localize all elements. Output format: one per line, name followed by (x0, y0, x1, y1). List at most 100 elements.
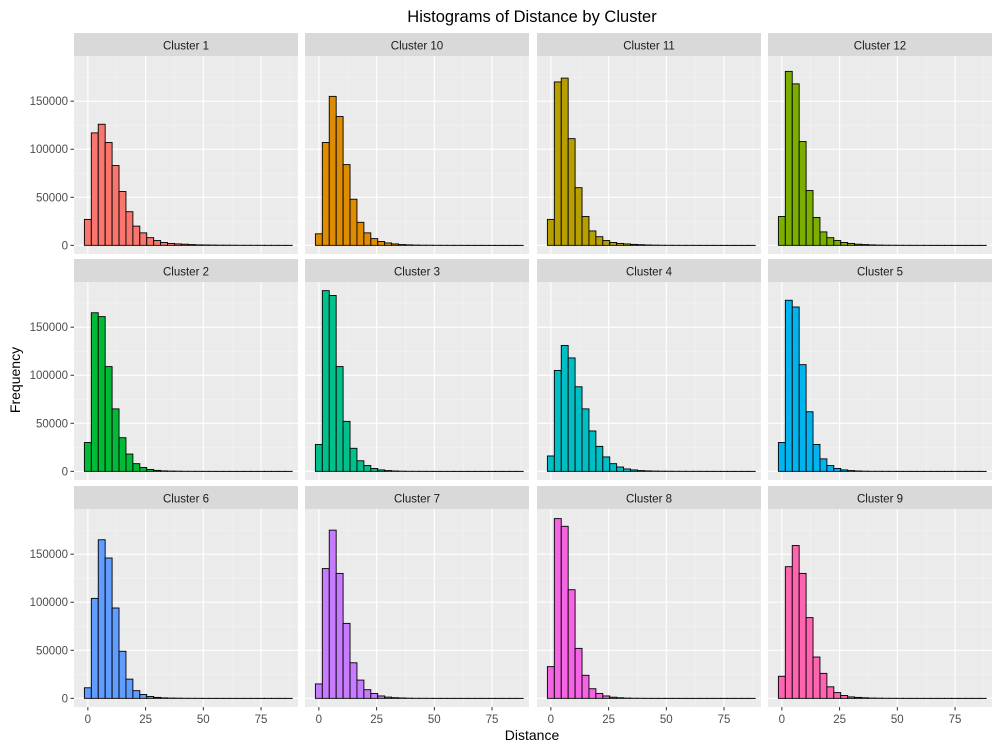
histogram-bar (111, 607, 120, 699)
x-tick-label: 25 (370, 714, 383, 726)
histogram-bar (384, 242, 393, 246)
histogram-bar (581, 674, 590, 699)
histogram-bar (146, 237, 155, 246)
histogram-bar (819, 672, 828, 699)
histogram-bar (567, 589, 576, 699)
facet-strip-label: Cluster 6 (163, 494, 209, 506)
facet-strip-label: Cluster 7 (394, 494, 440, 506)
histogram-bar (132, 690, 141, 699)
histogram-bar (623, 468, 631, 472)
facet-panel: Cluster 1 0 50000 100000 150000 (30, 33, 298, 254)
histogram-bar (553, 81, 562, 246)
histogram-bar (356, 460, 365, 472)
histogram-bar (560, 525, 569, 699)
histogram-bar (798, 572, 807, 699)
histogram-bar (349, 447, 358, 472)
histogram-bar (153, 696, 162, 699)
histogram-bar (90, 312, 99, 472)
facet-strip-label: Cluster 9 (857, 494, 903, 506)
histogram-bar (370, 693, 379, 699)
histogram-bar (104, 557, 113, 699)
histogram-bar (595, 236, 604, 246)
histogram-bar (342, 622, 351, 699)
histogram-bar (391, 243, 399, 246)
x-tick-label: 75 (486, 714, 499, 726)
facet-strip-label: Cluster 12 (854, 41, 906, 53)
histogram-bar (377, 241, 386, 246)
x-tick-label: 0 (548, 714, 554, 726)
facet-panel: Cluster 7 0 25 50 75 (305, 486, 529, 726)
histogram-bar (840, 469, 849, 472)
histogram-bar (805, 190, 814, 246)
histogram-bar (139, 467, 148, 472)
histogram-bar (616, 242, 625, 246)
histogram-bar (861, 697, 869, 699)
histogram-bar (118, 191, 127, 246)
facet-strip-label: Cluster 10 (391, 41, 443, 53)
facet-strip (537, 486, 761, 509)
histogram-bar (595, 693, 604, 699)
histogram-bar (574, 647, 583, 699)
histogram-bar (398, 244, 406, 246)
histogram-bar (581, 216, 590, 246)
x-tick-label: 50 (660, 714, 673, 726)
histogram-bar (784, 70, 793, 246)
histogram-bar (812, 656, 821, 699)
histogram-bar (146, 468, 155, 472)
histogram-bar (363, 232, 372, 246)
histogram-bar (833, 468, 842, 472)
histogram-bar (847, 242, 856, 246)
facet-panel: Cluster 8 0 25 50 75 (537, 486, 761, 726)
histogram-bar (574, 187, 583, 246)
histogram-bar (847, 696, 856, 699)
histogram-bar (609, 463, 618, 472)
histogram-bar (588, 688, 597, 699)
histogram-bar (798, 141, 807, 246)
histogram-bar (784, 566, 793, 699)
facet-panel: Cluster 12 (768, 33, 992, 254)
histogram-bar (588, 230, 597, 246)
histogram-bar (174, 243, 182, 246)
histogram-bar (160, 242, 168, 246)
facet-strip (74, 486, 298, 509)
histogram-bar (139, 232, 148, 246)
facet-strip (305, 33, 529, 56)
histogram-bar (602, 456, 611, 472)
histogram-bar (83, 687, 92, 699)
facet-strip (768, 486, 992, 509)
histogram-bar (370, 468, 379, 472)
histogram-bar (111, 408, 120, 472)
histogram-bar (314, 233, 323, 246)
histogram-bar (623, 243, 631, 246)
histogram-bar (812, 443, 821, 472)
x-tick-label: 75 (949, 714, 962, 726)
histogram-bar (363, 465, 372, 472)
histogram-bar (321, 142, 330, 246)
histogram-bar (805, 617, 814, 699)
histogram-bar (97, 539, 106, 699)
histogram-bar (125, 678, 134, 699)
x-tick-label: 0 (316, 714, 322, 726)
facet-strip-label: Cluster 5 (857, 267, 903, 279)
x-tick-label: 50 (197, 714, 210, 726)
histogram-bar (826, 686, 835, 699)
facet-strip (305, 259, 529, 282)
x-tick-label: 25 (602, 714, 615, 726)
histogram-bar (146, 695, 155, 699)
histogram-bar (777, 216, 786, 246)
x-axis-title: Distance (505, 727, 560, 743)
y-tick-label: 100000 (30, 370, 68, 382)
facet-panel: Cluster 2 0 50000 100000 150000 (30, 259, 298, 480)
histogram-bar (847, 470, 856, 472)
facet-strip (768, 33, 992, 56)
histogram-bar (588, 430, 597, 472)
facet-strip (537, 259, 761, 282)
histogram-bar (777, 442, 786, 472)
histogram-bar (784, 299, 793, 472)
histogram-bar (321, 568, 330, 699)
facet-strip-label: Cluster 8 (626, 494, 672, 506)
histogram-bar (833, 240, 842, 246)
histogram-bar (187, 244, 196, 246)
y-tick-label: 100000 (30, 597, 68, 609)
